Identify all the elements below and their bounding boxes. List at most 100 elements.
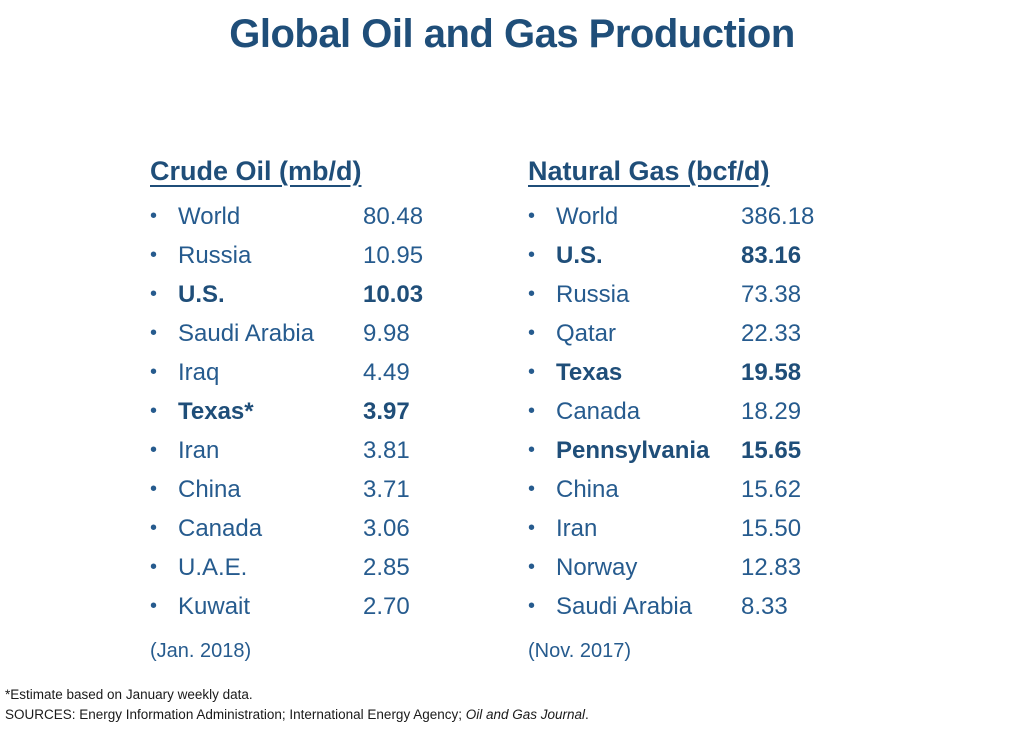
bullet-icon: • — [528, 517, 536, 539]
item-label: World — [556, 202, 619, 230]
item-value: 386.18 — [741, 202, 815, 230]
item-value: 19.58 — [741, 358, 802, 386]
item-value: 2.85 — [363, 553, 410, 581]
item-label: Iran — [556, 514, 598, 542]
bullet-icon: • — [528, 361, 536, 383]
crude-oil-column: Crude Oil (mb/d) • World 80.48 • Russia 10.9… — [150, 156, 480, 663]
item-label: World — [178, 202, 241, 230]
list-item: • Russia 10.95 — [150, 236, 480, 275]
list-item: • Iran 3.81 — [150, 431, 480, 470]
item-value: 8.33 — [741, 592, 788, 620]
item-value: 3.97 — [363, 397, 410, 425]
item-value: 83.16 — [741, 241, 802, 269]
item-label: Kuwait — [178, 592, 251, 620]
bullet-icon: • — [528, 478, 536, 500]
item-label: Russia — [178, 241, 252, 269]
list-item: • Iran 15.50 — [528, 509, 868, 548]
bullet-icon: • — [528, 322, 536, 344]
item-value: 3.71 — [363, 475, 410, 503]
item-value: 4.49 — [363, 358, 410, 386]
item-label: Iraq — [178, 358, 220, 386]
list-item: • World 386.18 — [528, 197, 868, 236]
item-label: Canada — [178, 514, 263, 542]
item-label: Canada — [556, 397, 641, 425]
crude-oil-list: • World 80.48 • Russia 10.95 • U.S. 10.03 • Sau… — [150, 197, 480, 626]
item-value: 3.81 — [363, 436, 410, 464]
list-item: • Russia 73.38 — [528, 275, 868, 314]
item-label: Texas — [556, 358, 623, 386]
footnote-estimate: *Estimate based on January weekly data. — [5, 686, 253, 702]
page-title: Global Oil and Gas Production — [229, 12, 795, 56]
bullet-icon: • — [528, 283, 536, 305]
item-value: 15.62 — [741, 475, 802, 503]
item-value: 15.65 — [741, 436, 802, 464]
bullet-icon: • — [528, 205, 536, 227]
item-value: 18.29 — [741, 397, 802, 425]
bullet-icon: • — [150, 478, 158, 500]
item-value: 22.33 — [741, 319, 802, 347]
crude-oil-header: Crude Oil (mb/d) — [150, 156, 362, 186]
list-item: • Kuwait 2.70 — [150, 587, 480, 626]
list-item: • Canada 3.06 — [150, 509, 480, 548]
crude-oil-date: (Jan. 2018) — [150, 640, 252, 662]
natural-gas-list: • World 386.18 • U.S. 83.16 • Russia 73.38 • Qa… — [528, 197, 868, 626]
item-value: 73.38 — [741, 280, 802, 308]
item-label: Norway — [556, 553, 638, 581]
bullet-icon: • — [150, 322, 158, 344]
item-label: U.S. — [178, 280, 225, 308]
item-value: 9.98 — [363, 319, 410, 347]
list-item: • Texas 19.58 — [528, 353, 868, 392]
natural-gas-header: Natural Gas (bcf/d) — [528, 156, 770, 186]
item-label: U.S. — [556, 241, 603, 269]
item-label: Russia — [556, 280, 630, 308]
list-item: • U.A.E. 2.85 — [150, 548, 480, 587]
list-item: • Saudi Arabia 8.33 — [528, 587, 868, 626]
bullet-icon: • — [528, 439, 536, 461]
list-item: • Pennsylvania 15.65 — [528, 431, 868, 470]
bullet-icon: • — [150, 244, 158, 266]
natural-gas-date: (Nov. 2017) — [528, 640, 632, 662]
item-label: China — [178, 475, 241, 503]
list-item: • World 80.48 — [150, 197, 480, 236]
item-label: Qatar — [556, 319, 617, 347]
item-value: 15.50 — [741, 514, 802, 542]
sources-journal-italic: Oil and Gas Journal — [465, 706, 586, 722]
item-value: 12.83 — [741, 553, 802, 581]
item-label: U.A.E. — [178, 553, 248, 581]
bullet-icon: • — [150, 400, 158, 422]
item-value: 10.03 — [363, 280, 424, 308]
sources-period: . — [585, 706, 589, 722]
list-item: • Qatar 22.33 — [528, 314, 868, 353]
footnotes: *Estimate based on January weekly data. … — [5, 685, 589, 726]
bullet-icon: • — [150, 361, 158, 383]
bullet-icon: • — [150, 283, 158, 305]
bullet-icon: • — [150, 439, 158, 461]
item-value: 80.48 — [363, 202, 424, 230]
item-value: 10.95 — [363, 241, 424, 269]
item-label: Iran — [178, 436, 220, 464]
bullet-icon: • — [528, 556, 536, 578]
list-item: • U.S. 83.16 — [528, 236, 868, 275]
bullet-icon: • — [150, 205, 158, 227]
item-value: 2.70 — [363, 592, 410, 620]
bullet-icon: • — [528, 244, 536, 266]
item-label: Saudi Arabia — [556, 592, 693, 620]
list-item: • Iraq 4.49 — [150, 353, 480, 392]
bullet-icon: • — [528, 595, 536, 617]
list-item: • Saudi Arabia 9.98 — [150, 314, 480, 353]
item-label: Pennsylvania — [556, 436, 710, 464]
item-label: Texas* — [178, 397, 254, 425]
list-item: • U.S. 10.03 — [150, 275, 480, 314]
footnote-sources: SOURCES: Energy Information Administrati… — [5, 705, 589, 725]
bullet-icon: • — [150, 517, 158, 539]
item-label: China — [556, 475, 619, 503]
item-label: Saudi Arabia — [178, 319, 315, 347]
list-item: • China 3.71 — [150, 470, 480, 509]
natural-gas-column: Natural Gas (bcf/d) • World 386.18 • U.S. 83… — [528, 156, 868, 663]
list-item: • China 15.62 — [528, 470, 868, 509]
item-value: 3.06 — [363, 514, 410, 542]
bullet-icon: • — [150, 595, 158, 617]
bullet-icon: • — [150, 556, 158, 578]
list-item: • Canada 18.29 — [528, 392, 868, 431]
